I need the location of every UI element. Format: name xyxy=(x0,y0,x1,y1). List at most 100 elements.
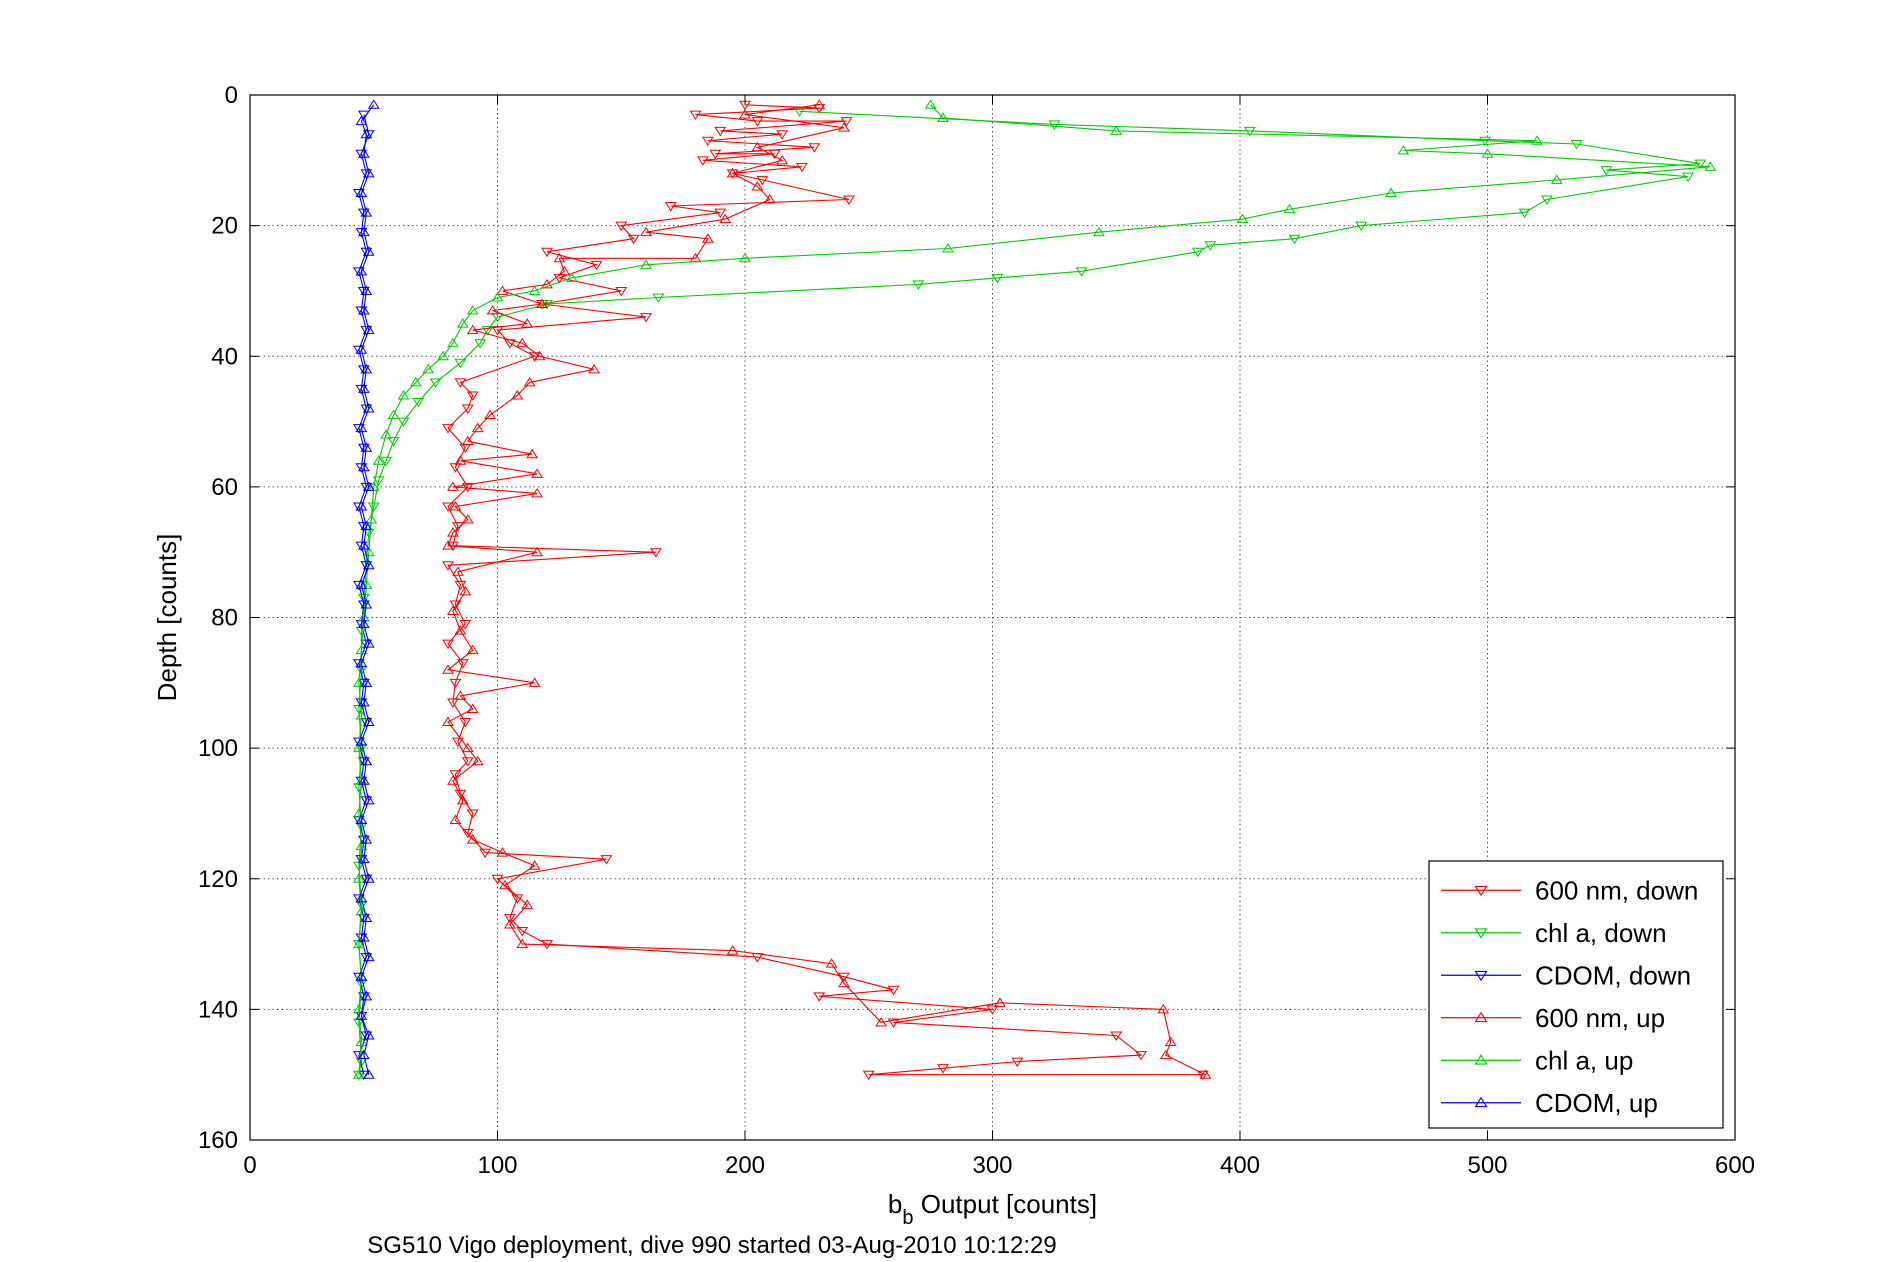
data-point xyxy=(355,710,368,720)
data-point xyxy=(461,514,474,524)
legend-label: 600 nm, up xyxy=(1535,1003,1665,1033)
y-tick-label: 80 xyxy=(211,605,238,632)
data-point xyxy=(496,285,509,295)
data-point xyxy=(516,337,529,348)
data-point xyxy=(474,339,487,349)
data-point xyxy=(449,600,462,610)
data-point xyxy=(664,202,677,212)
x-axis-label-rest: Output [counts] xyxy=(914,1189,1098,1219)
data-point xyxy=(531,487,544,498)
data-point xyxy=(1704,161,1717,171)
data-point xyxy=(701,233,714,243)
x-axis-label-main: b xyxy=(888,1189,902,1219)
data-point xyxy=(511,389,524,400)
legend-item-600-nm-down: 600 nm, down xyxy=(1441,875,1698,905)
data-point xyxy=(466,809,479,819)
data-point xyxy=(531,546,544,557)
legend-label: CDOM, down xyxy=(1535,960,1691,990)
x-tick-label: 300 xyxy=(972,1152,1012,1179)
data-point xyxy=(825,958,838,968)
data-point xyxy=(526,448,539,459)
data-point xyxy=(367,99,380,109)
data-point xyxy=(360,285,373,295)
legend-swatch-marker xyxy=(1474,885,1488,897)
data-point xyxy=(355,579,368,589)
data-point xyxy=(491,874,504,885)
data-point xyxy=(640,226,652,237)
data-point xyxy=(843,195,855,205)
data-point xyxy=(360,755,373,766)
data-point xyxy=(739,109,751,119)
data-point xyxy=(516,927,529,937)
x-tick-label: 0 xyxy=(243,1152,256,1179)
y-tick-label: 40 xyxy=(211,343,238,370)
data-point xyxy=(360,834,373,844)
data-point xyxy=(380,429,393,439)
data-point xyxy=(466,391,479,401)
data-point xyxy=(714,208,727,219)
data-point xyxy=(1243,126,1256,137)
data-point xyxy=(466,644,479,655)
data-point xyxy=(466,305,479,315)
data-point xyxy=(360,677,373,687)
legend-label: 600 nm, down xyxy=(1535,875,1698,905)
legend-item-cdom-down: CDOM, down xyxy=(1441,960,1691,990)
data-point xyxy=(541,300,553,310)
data-point xyxy=(838,122,850,132)
data-point xyxy=(447,337,459,348)
data-point xyxy=(362,546,375,557)
data-point xyxy=(352,938,365,949)
data-point xyxy=(726,167,739,178)
data-point xyxy=(924,99,937,109)
data-point xyxy=(442,664,454,674)
data-point xyxy=(466,834,479,844)
data-point xyxy=(461,742,474,753)
data-point xyxy=(459,718,472,728)
y-tick-label: 160 xyxy=(198,1127,238,1154)
data-point xyxy=(813,992,826,1002)
series-line xyxy=(358,104,1711,1075)
data-point xyxy=(600,855,613,865)
series-line xyxy=(358,110,1701,1075)
data-point xyxy=(1199,1069,1212,1079)
data-point xyxy=(615,221,628,232)
data-point xyxy=(461,435,474,446)
data-point xyxy=(1192,247,1204,258)
data-point xyxy=(640,259,652,269)
data-point xyxy=(1110,125,1123,135)
data-point xyxy=(352,1069,365,1079)
legend-swatch-marker xyxy=(1474,970,1488,982)
data-point xyxy=(362,246,375,256)
data-point xyxy=(456,659,469,669)
data-point xyxy=(813,99,826,109)
data-point xyxy=(447,775,459,785)
data-point xyxy=(689,110,702,121)
data-point xyxy=(615,286,628,297)
data-point xyxy=(352,1051,365,1061)
data-point xyxy=(362,1030,375,1040)
data-point xyxy=(451,737,464,748)
data-point xyxy=(355,814,368,824)
data-point xyxy=(429,378,442,388)
data-point xyxy=(516,938,529,949)
data-point xyxy=(1048,120,1061,130)
data-point xyxy=(756,175,769,186)
data-point xyxy=(355,905,368,916)
data-point xyxy=(553,252,566,263)
data-point xyxy=(1518,208,1531,219)
data-point xyxy=(521,318,534,328)
figure-caption: SG510 Vigo deployment, dive 990 started … xyxy=(367,1232,1056,1259)
data-point xyxy=(1157,1003,1170,1014)
data-point xyxy=(751,117,764,127)
data-point xyxy=(649,548,662,558)
data-point xyxy=(875,1016,888,1027)
data-point xyxy=(1164,1036,1177,1047)
data-point xyxy=(701,136,714,147)
x-axis-label-subscript: b xyxy=(902,1207,913,1229)
data-point xyxy=(355,422,368,433)
data-point xyxy=(355,971,368,981)
data-point xyxy=(355,265,368,276)
data-point xyxy=(447,605,459,615)
data-point xyxy=(486,305,499,315)
